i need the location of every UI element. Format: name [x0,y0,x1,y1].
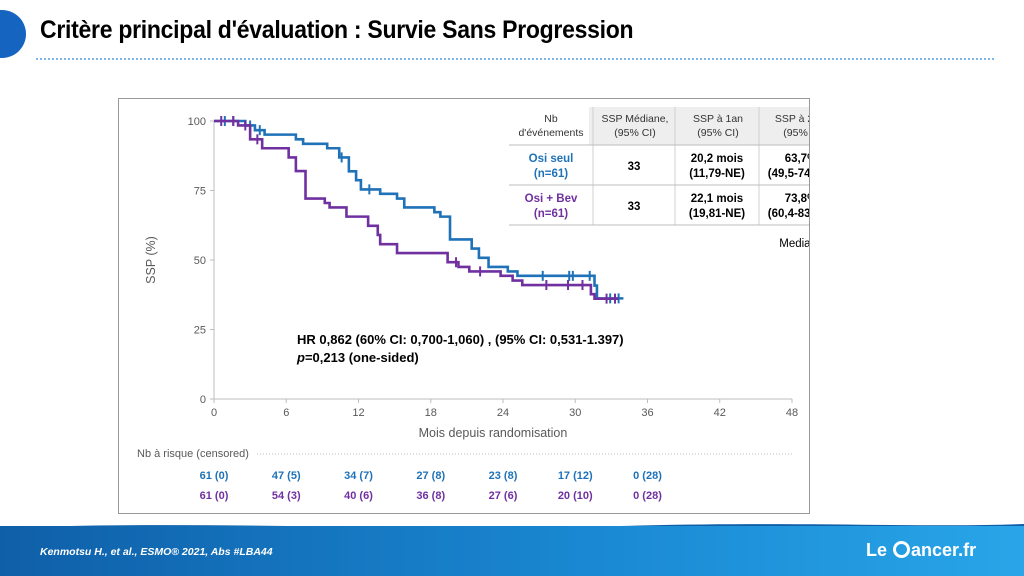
table-header-line1: SSP à 2 ans [775,113,809,125]
x-tick-label: 18 [425,407,437,419]
table-header-line2: (95% CI) [783,127,809,139]
brand-circle-icon [893,541,911,558]
table-row-label: (n=61) [534,168,568,180]
slide-title: Critère principal d'évaluation : Survie … [40,16,634,44]
table-header-line2: (95% CI) [697,127,738,139]
risk-count: 54 (3) [272,490,301,502]
risk-count: 0 (28) [633,470,662,482]
corner-accent [0,10,26,58]
risk-table-title: Nb à risque (censored) [137,448,249,460]
risk-count: 27 (8) [416,470,445,482]
risk-count: 47 (5) [272,470,301,482]
followup-label: Median follow-up: [779,238,809,250]
y-tick-label: 100 [188,116,206,128]
table-header-line1: SSP Médiane, [602,113,669,125]
risk-count: 34 (7) [344,470,373,482]
x-tick-label: 48 [786,407,798,419]
risk-count: 61 (0) [200,470,229,482]
x-tick-label: 30 [569,407,581,419]
table-row-label: (n=61) [534,208,568,220]
risk-count: 0 (28) [633,490,662,502]
x-tick-label: 24 [497,407,509,419]
brand-suffix: ancer.fr [911,540,977,560]
x-tick-label: 36 [641,407,653,419]
y-tick-label: 75 [194,186,206,198]
x-tick-label: 12 [352,407,364,419]
p-symbol: p [296,350,305,365]
km-chart: 0 25 50 75 100 0 6 12 18 24 30 36 42 48 Mois depuis ra… [137,107,809,502]
km-curve-osi-bev [214,119,619,300]
risk-count: 40 (6) [344,490,373,502]
table-cell: 33 [628,161,641,173]
risk-count: 20 (10) [558,490,593,502]
table-header-line2: d'événements [518,127,583,139]
table-cell: 63,7% [785,153,809,165]
table-header-line2: (95% CI) [614,127,655,139]
x-tick-label: 0 [211,407,217,419]
p-value-text: =0,213 (one-sided) [305,350,419,365]
risk-count: 61 (0) [200,490,229,502]
x-tick-label: 42 [714,407,726,419]
table-cell: 20,2 mois [691,153,743,165]
x-tick-label: 6 [283,407,289,419]
y-axis-label: SSP (%) [144,236,158,284]
table-header-line1: Nb [544,113,558,125]
title-divider [36,58,994,60]
brand-logo: Le ancer.fr [866,540,976,561]
citation-text: Kenmotsu H., et al., ESMO® 2021, Abs #LB… [40,546,273,558]
table-cell: 73,8% [785,193,809,205]
y-tick-label: 50 [194,255,206,267]
x-axis-label: Mois depuis randomisation [419,426,568,440]
chart-frame: 0 25 50 75 100 0 6 12 18 24 30 36 42 48 Mois depuis ra… [118,98,810,514]
risk-count: 17 (12) [558,470,593,482]
table-row-label: Osi seul [529,153,574,165]
y-tick-label: 25 [194,325,206,337]
table-header-bg [589,107,809,145]
table-cell: 22,1 mois [691,193,743,205]
hr-annotation: HR 0,862 (60% CI: 0,700-1,060) , (95% CI… [297,332,624,347]
table-cell: (60,4-83,3%) [768,208,809,220]
y-tick-label: 0 [200,394,206,406]
table-cell: 33 [628,201,641,213]
table-cell: (49,5-74,9%) [768,168,809,180]
footer-bar [0,526,1024,576]
table-header-bg-first [509,107,589,145]
table-row-label: Osi + Bev [525,193,578,205]
table-cell: (11,79-NE) [689,168,745,180]
risk-count: 23 (8) [489,470,518,482]
table-cell: (19,81-NE) [689,208,745,220]
risk-count: 27 (6) [489,490,518,502]
p-value-annotation: p=0,213 (one-sided) [296,350,419,365]
table-header-line1: SSP à 1an [693,113,743,125]
risk-count: 36 (8) [416,490,445,502]
brand-prefix: Le [866,540,888,560]
followup-text: Median follow-up: 30,4 mois [779,238,809,250]
km-curve-osi [214,119,624,300]
